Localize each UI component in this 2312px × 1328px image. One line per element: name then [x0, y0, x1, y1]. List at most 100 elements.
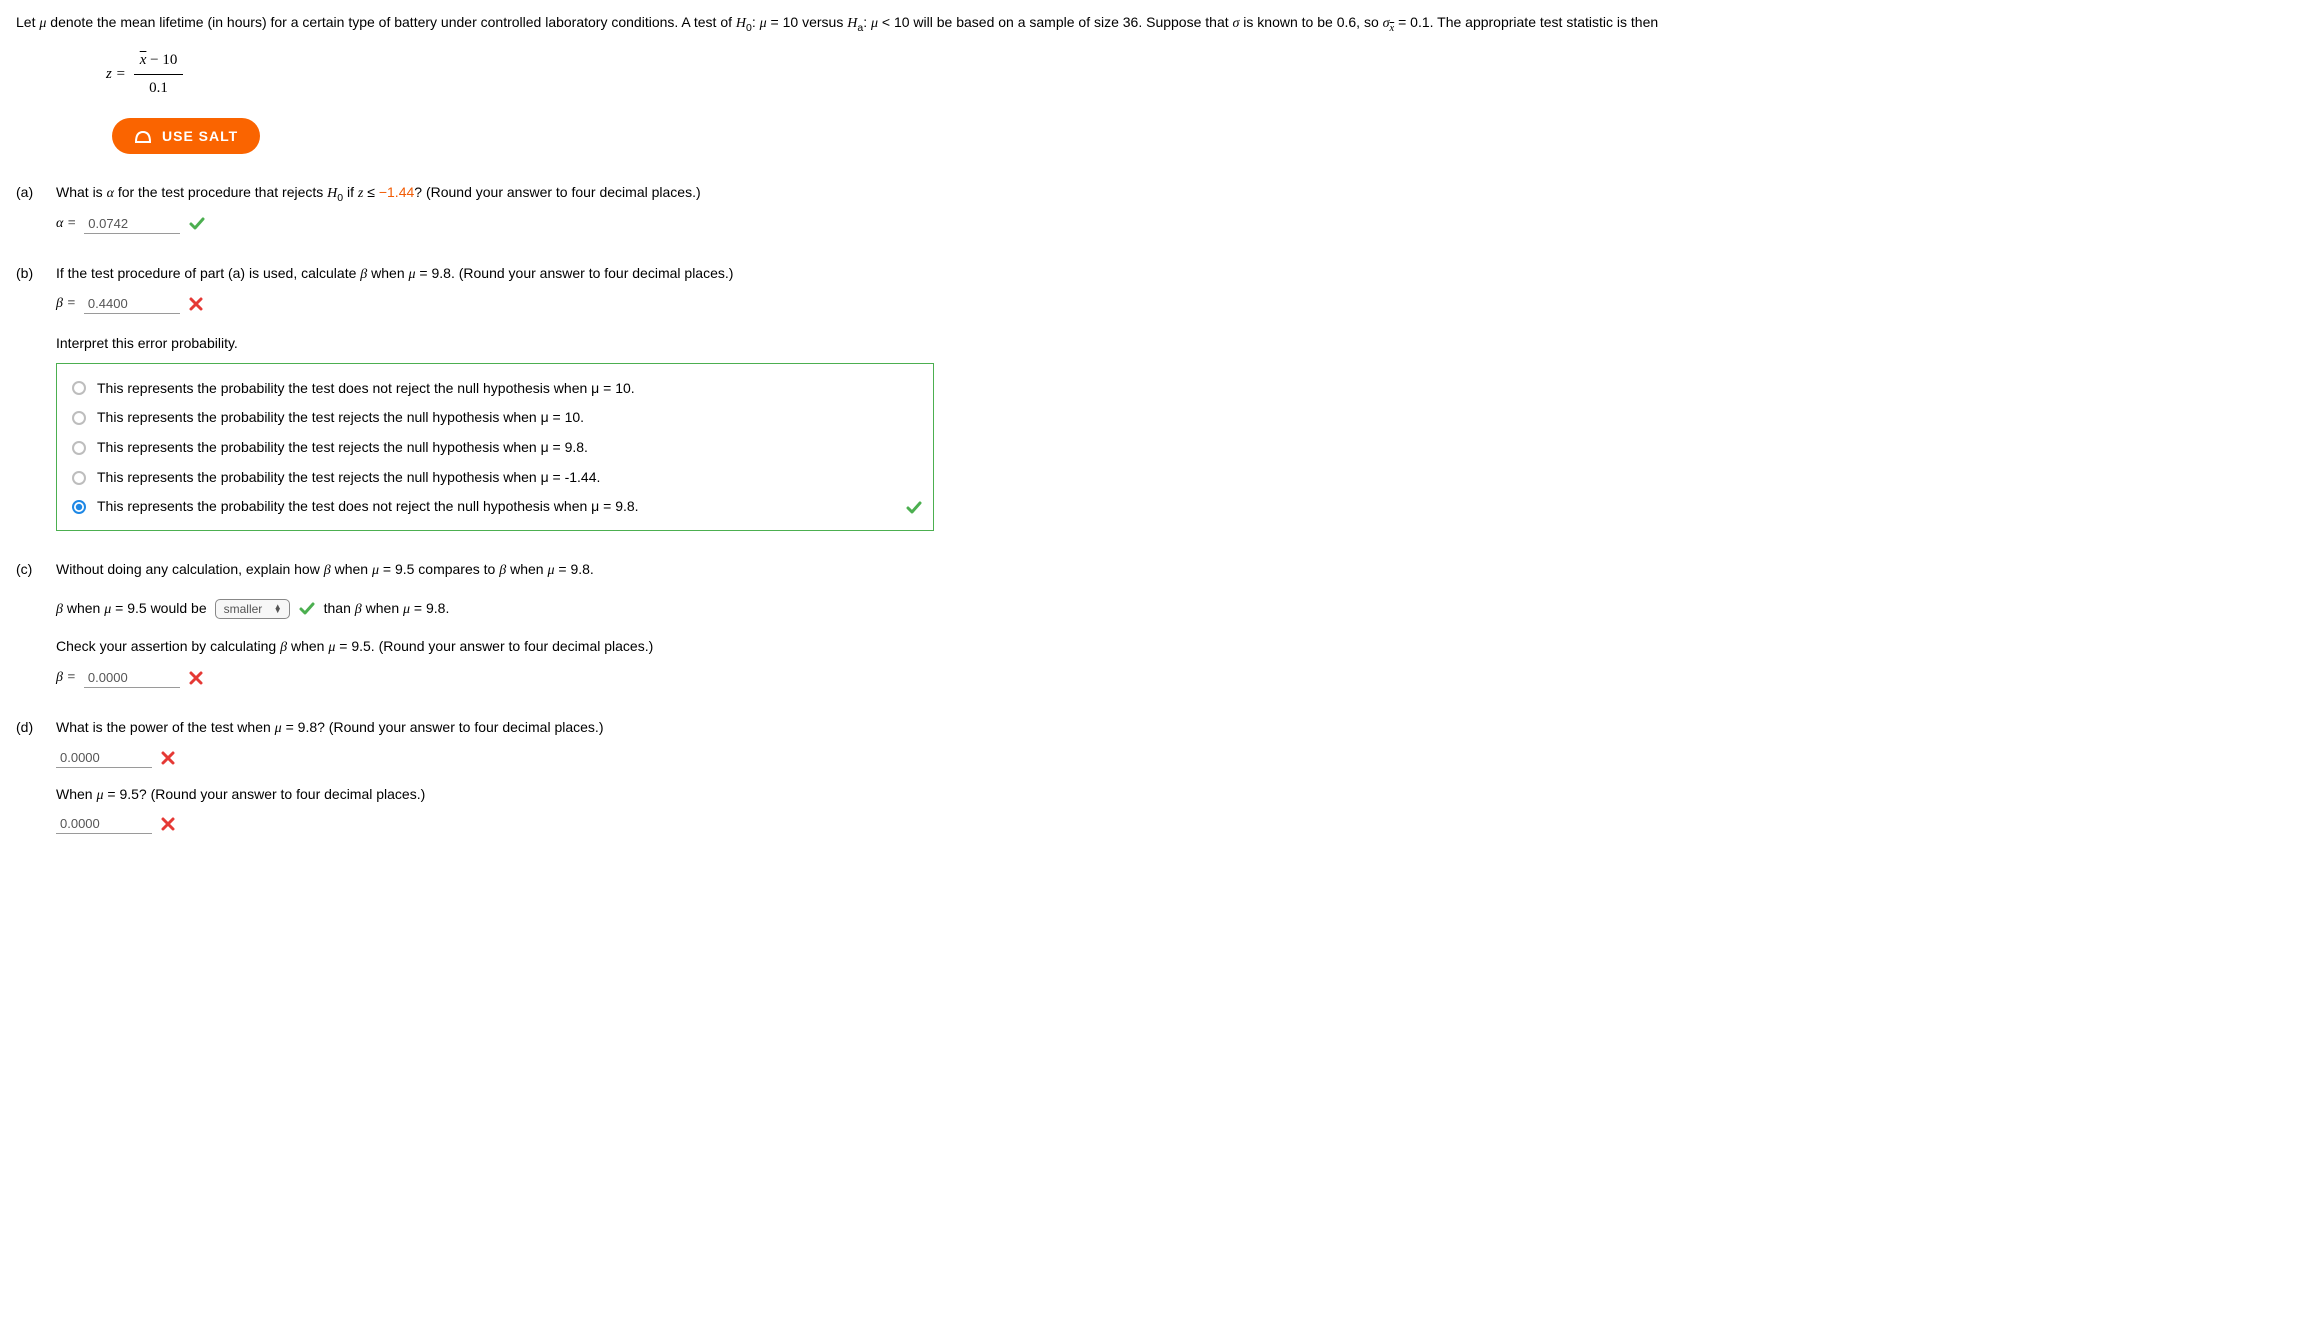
radio-label-1: This represents the probability the test… — [97, 407, 584, 429]
pb-p2: when — [367, 265, 408, 281]
pb-p3: = 9.8. (Round your answer to four decima… — [416, 265, 734, 281]
sigma-xbar: σ — [1383, 16, 1390, 31]
radio-option-1[interactable]: This represents the probability the test… — [71, 403, 919, 433]
z-formula: z = x − 10 0.1 — [106, 49, 2296, 101]
radio-unchecked-icon — [71, 380, 87, 396]
pa-ans-label: α = — [56, 213, 76, 235]
beta-input[interactable] — [84, 294, 180, 314]
radio-label-4: This represents the probability the test… — [97, 496, 639, 518]
use-salt-button[interactable]: USE SALT — [112, 118, 260, 154]
part-b-label: (b) — [16, 263, 56, 532]
pa-val: −1.44 — [379, 184, 414, 200]
radio-label-2: This represents the probability the test… — [97, 437, 588, 459]
pa-p3: if — [343, 184, 358, 200]
part-c: (c) Without doing any calculation, expla… — [16, 559, 2296, 689]
pc-p1: Without doing any calculation, explain h… — [56, 561, 324, 577]
beta-95-input[interactable] — [84, 668, 180, 688]
pb-ans-label: β = — [56, 293, 76, 315]
pd-mu: μ — [275, 721, 282, 736]
pa-p4: ≤ — [363, 184, 378, 200]
pd-l2-a: When — [56, 786, 96, 802]
check-icon — [298, 600, 316, 618]
part-d-prompt: What is the power of the test when μ = 9… — [56, 717, 2296, 740]
pc-l2-beta: β — [56, 602, 63, 617]
pb-p1: If the test procedure of part (a) is use… — [56, 265, 360, 281]
intro-text: Let μ denote the mean lifetime (in hours… — [16, 12, 2296, 35]
pc-p5: = 9.8. — [554, 561, 593, 577]
part-c-label: (c) — [16, 559, 56, 689]
pa-h0: H — [327, 186, 337, 201]
pc-cp1: Check your assertion by calculating — [56, 638, 280, 654]
ha-letter: H — [847, 16, 857, 31]
pc-l2-e: = 9.8. — [410, 600, 449, 616]
pc-compare-line: β when μ = 9.5 would be smaller ▲▼ than … — [56, 598, 2296, 621]
radio-unchecked-icon — [71, 410, 87, 426]
interp-prompt: Interpret this error probability. — [56, 333, 2296, 355]
intro-isknown: is known to be 0.6, so — [1239, 14, 1382, 30]
part-b-prompt: If the test procedure of part (a) is use… — [56, 263, 2296, 286]
z-num-rest: − 10 — [146, 52, 177, 68]
z-lhs: z = — [106, 63, 126, 86]
pc-beta: β — [324, 563, 331, 578]
pa-p1: What is — [56, 184, 107, 200]
pc-l2-beta-2: β — [355, 602, 362, 617]
pc-l2-mu-2: μ — [403, 602, 410, 617]
salt-label: USE SALT — [162, 128, 238, 144]
intro-part2: denote the mean lifetime (in hours) for … — [46, 14, 736, 30]
intro-eq: = 10 versus — [767, 14, 848, 30]
mu-symbol-2: μ — [760, 16, 767, 31]
compare-select[interactable]: smaller — [215, 599, 290, 619]
power-98-input[interactable] — [56, 748, 152, 768]
pc-l2-d: when — [362, 600, 403, 616]
radio-checked-icon — [71, 499, 87, 515]
radio-option-2[interactable]: This represents the probability the test… — [71, 433, 919, 463]
pd-p1: What is the power of the test when — [56, 719, 275, 735]
part-a-label: (a) — [16, 182, 56, 234]
pa-p2: for the test procedure that rejects — [114, 184, 327, 200]
x-icon — [160, 816, 176, 832]
intro-colon-2: : — [863, 14, 871, 30]
part-d: (d) What is the power of the test when μ… — [16, 717, 2296, 834]
intro-lt: < 10 will be based on a sample of size 3… — [878, 14, 1233, 30]
interpretation-radio-group: This represents the probability the test… — [56, 363, 934, 531]
pa-p5: ? (Round your answer to four decimal pla… — [414, 184, 700, 200]
pa-alpha: α — [107, 186, 114, 201]
pc-l2-a: when — [63, 600, 104, 616]
radio-label-0: This represents the probability the test… — [97, 378, 635, 400]
radio-unchecked-icon — [71, 470, 87, 486]
intro-part1: Let — [16, 14, 39, 30]
pc-p4: when — [506, 561, 547, 577]
pc-p3: = 9.5 compares to — [379, 561, 499, 577]
alpha-input[interactable] — [84, 214, 180, 234]
check-icon — [905, 499, 923, 524]
intro-eq2: = 0.1. The appropriate test statistic is… — [1394, 14, 1658, 30]
x-icon — [188, 670, 204, 686]
pc-ans-label: β = — [56, 667, 76, 689]
x-icon — [160, 750, 176, 766]
part-c-prompt: Without doing any calculation, explain h… — [56, 559, 2296, 582]
pc-cp3: = 9.5. (Round your answer to four decima… — [335, 638, 653, 654]
radio-option-4[interactable]: This represents the probability the test… — [71, 492, 919, 522]
pc-l2-c: than — [324, 600, 355, 616]
part-a: (a) What is α for the test procedure tha… — [16, 182, 2296, 234]
radio-label-3: This represents the probability the test… — [97, 467, 600, 489]
part-d-label: (d) — [16, 717, 56, 834]
pd-p2: = 9.8? (Round your answer to four decima… — [282, 719, 604, 735]
pd-l2-b: = 9.5? (Round your answer to four decima… — [104, 786, 426, 802]
pc-mu: μ — [372, 563, 379, 578]
check-icon — [188, 215, 206, 233]
intro-colon: : — [752, 14, 760, 30]
pc-check-prompt: Check your assertion by calculating β wh… — [56, 636, 2296, 659]
radio-option-3[interactable]: This represents the probability the test… — [71, 463, 919, 493]
x-icon — [188, 296, 204, 312]
radio-unchecked-icon — [71, 440, 87, 456]
pd-l2-mu: μ — [96, 788, 103, 803]
part-b: (b) If the test procedure of part (a) is… — [16, 263, 2296, 532]
power-95-input[interactable] — [56, 814, 152, 834]
z-den: 0.1 — [149, 75, 168, 100]
radio-option-0[interactable]: This represents the probability the test… — [71, 374, 919, 404]
mu-symbol-3: μ — [871, 16, 878, 31]
salt-icon — [134, 128, 152, 144]
pd-line2: When μ = 9.5? (Round your answer to four… — [56, 784, 2296, 807]
pc-l2-b: = 9.5 would be — [111, 600, 206, 616]
